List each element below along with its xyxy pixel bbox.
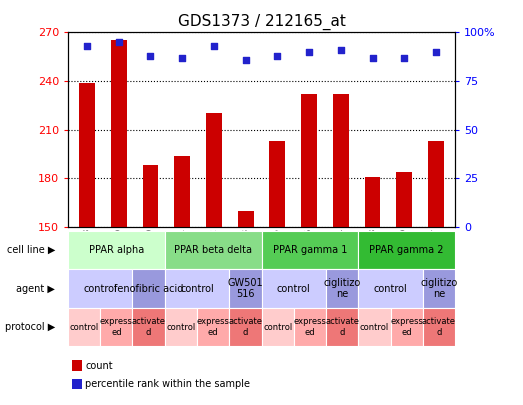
- Bar: [358, 231, 455, 269]
- Bar: [423, 269, 455, 308]
- Bar: [72, 360, 82, 371]
- Bar: [229, 269, 262, 308]
- Text: PPAR gamma 1: PPAR gamma 1: [272, 245, 347, 255]
- Bar: [391, 308, 423, 346]
- Point: [178, 54, 186, 61]
- Bar: [365, 177, 380, 227]
- Bar: [423, 308, 455, 346]
- Text: ciglitizo
ne: ciglitizo ne: [420, 278, 458, 299]
- Text: percentile rank within the sample: percentile rank within the sample: [85, 379, 251, 389]
- Text: PPAR beta delta: PPAR beta delta: [174, 245, 252, 255]
- Bar: [238, 211, 254, 227]
- Bar: [294, 308, 326, 346]
- Bar: [68, 308, 100, 346]
- Bar: [68, 231, 165, 269]
- Point: [337, 47, 345, 53]
- Bar: [358, 308, 391, 346]
- Point: [83, 43, 91, 49]
- Text: express
ed: express ed: [197, 318, 230, 337]
- Text: activate
d: activate d: [132, 318, 166, 337]
- Text: control: control: [373, 284, 407, 294]
- Text: agent ▶: agent ▶: [16, 284, 55, 294]
- Text: ciglitizo
ne: ciglitizo ne: [324, 278, 361, 299]
- Bar: [428, 141, 444, 227]
- Text: fenofibric acid: fenofibric acid: [114, 284, 183, 294]
- Bar: [326, 269, 358, 308]
- Bar: [326, 308, 358, 346]
- Text: count: count: [85, 361, 113, 371]
- Text: express
ed: express ed: [390, 318, 423, 337]
- Bar: [358, 269, 423, 308]
- Point: [305, 49, 313, 55]
- Bar: [197, 308, 229, 346]
- Text: GW501
516: GW501 516: [228, 278, 263, 299]
- Point: [273, 53, 281, 59]
- Bar: [174, 156, 190, 227]
- Bar: [100, 308, 132, 346]
- Text: control: control: [180, 284, 214, 294]
- Text: PPAR alpha: PPAR alpha: [89, 245, 144, 255]
- Text: activate
d: activate d: [422, 318, 456, 337]
- Bar: [132, 308, 165, 346]
- Point: [368, 54, 377, 61]
- Point: [432, 49, 440, 55]
- Bar: [72, 379, 82, 389]
- Text: control: control: [360, 322, 389, 332]
- Bar: [79, 83, 95, 227]
- Text: control: control: [83, 284, 117, 294]
- Bar: [132, 269, 165, 308]
- Bar: [165, 231, 262, 269]
- Text: control: control: [277, 284, 311, 294]
- Bar: [262, 308, 294, 346]
- Bar: [143, 165, 158, 227]
- Text: express
ed: express ed: [293, 318, 326, 337]
- Text: control: control: [166, 322, 196, 332]
- Bar: [301, 94, 317, 227]
- Point: [115, 39, 123, 45]
- Text: express
ed: express ed: [100, 318, 133, 337]
- Point: [242, 56, 250, 63]
- Text: protocol ▶: protocol ▶: [5, 322, 55, 332]
- Point: [400, 54, 408, 61]
- Bar: [229, 308, 262, 346]
- Bar: [111, 40, 127, 227]
- Bar: [206, 113, 222, 227]
- Text: control: control: [70, 322, 99, 332]
- Text: activate
d: activate d: [229, 318, 263, 337]
- Bar: [165, 269, 229, 308]
- Bar: [165, 308, 197, 346]
- Text: control: control: [263, 322, 292, 332]
- Bar: [262, 269, 326, 308]
- Bar: [396, 172, 412, 227]
- Bar: [269, 141, 285, 227]
- Text: activate
d: activate d: [325, 318, 359, 337]
- Bar: [68, 269, 132, 308]
- Text: PPAR gamma 2: PPAR gamma 2: [369, 245, 444, 255]
- Point: [210, 43, 218, 49]
- Title: GDS1373 / 212165_at: GDS1373 / 212165_at: [178, 13, 345, 30]
- Text: cell line ▶: cell line ▶: [7, 245, 55, 255]
- Bar: [262, 231, 358, 269]
- Bar: [333, 94, 349, 227]
- Point: [146, 53, 155, 59]
